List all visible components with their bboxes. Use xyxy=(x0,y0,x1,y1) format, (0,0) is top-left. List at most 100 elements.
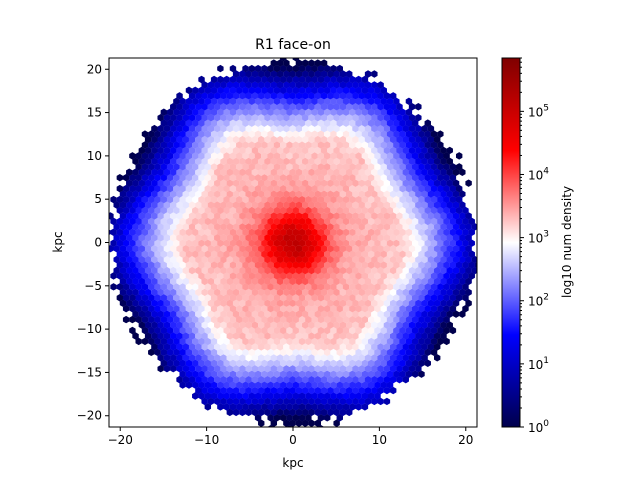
hex-bin xyxy=(405,217,413,226)
hex-bin xyxy=(116,195,124,204)
hex-bin xyxy=(154,315,161,324)
hex-bin xyxy=(355,239,362,247)
hex-bin xyxy=(355,370,362,378)
hex-bin xyxy=(368,86,375,95)
hex-bin xyxy=(144,299,152,307)
hex-bin xyxy=(430,130,438,138)
hex-bin xyxy=(342,119,350,127)
hex-bin xyxy=(251,397,259,406)
hex-bin xyxy=(188,288,196,297)
hex-bin xyxy=(317,261,325,269)
hex-bin xyxy=(201,354,208,362)
hex-bin xyxy=(415,266,422,275)
hex-bin xyxy=(160,272,168,280)
hex-bin xyxy=(437,294,444,302)
hex-bin xyxy=(226,408,234,417)
hex-bin xyxy=(449,228,457,236)
hex-bin xyxy=(374,217,381,226)
hex-bin xyxy=(327,179,334,187)
hex-bin xyxy=(408,201,416,209)
hex-bin xyxy=(361,348,369,357)
hex-bin xyxy=(368,130,375,138)
hex-bin xyxy=(405,283,413,291)
hex-bin xyxy=(342,108,350,116)
hex-bin xyxy=(374,174,381,182)
hex-bin xyxy=(220,168,227,176)
hex-bin xyxy=(380,294,387,302)
hex-bin xyxy=(405,195,413,204)
hex-bin xyxy=(352,168,359,176)
hex-bin xyxy=(236,392,243,400)
hex-bin xyxy=(446,277,453,286)
hex-bin xyxy=(320,59,328,67)
hex-bin xyxy=(122,294,130,302)
hex-bin xyxy=(402,179,409,187)
hex-bin xyxy=(119,212,127,220)
hex-bin xyxy=(386,195,394,204)
hex-bin xyxy=(217,381,224,389)
hex-bin xyxy=(276,364,284,373)
hex-bin xyxy=(361,392,369,400)
hex-bin xyxy=(333,408,340,417)
hex-bin xyxy=(261,97,268,106)
hex-bin xyxy=(129,217,136,226)
hex-bin xyxy=(239,364,246,373)
hex-bin xyxy=(405,348,413,357)
hex-bin xyxy=(317,141,325,149)
hex-bin xyxy=(399,152,406,160)
hex-bin xyxy=(298,250,306,258)
hex-bin xyxy=(226,310,234,318)
hex-bin xyxy=(352,201,359,209)
hex-bin xyxy=(418,228,425,236)
hex-bin xyxy=(242,326,249,335)
hex-bin xyxy=(402,146,409,155)
hex-bin xyxy=(254,195,262,204)
hex-bin xyxy=(195,212,202,220)
hex-bin xyxy=(267,337,274,346)
hex-bin xyxy=(151,321,158,329)
hex-bin xyxy=(204,250,212,258)
hex-bin xyxy=(173,326,180,335)
hex-bin xyxy=(402,113,409,122)
hex-bin xyxy=(129,152,136,160)
hex-bin xyxy=(393,195,400,204)
hex-bin xyxy=(342,283,350,291)
hex-bin xyxy=(242,381,249,389)
hex-bin xyxy=(242,119,249,127)
hex-bin xyxy=(308,157,315,166)
hex-bin xyxy=(390,343,397,351)
hex-bin xyxy=(330,348,337,357)
hex-bin xyxy=(308,223,315,231)
hex-bin xyxy=(421,277,428,286)
hex-bin xyxy=(176,179,183,187)
plot-area xyxy=(109,58,477,427)
hex-bin xyxy=(443,217,450,226)
hex-bin xyxy=(188,113,196,122)
hex-bin xyxy=(192,272,199,280)
hex-bin xyxy=(342,326,350,335)
hex-bin xyxy=(333,419,340,427)
hex-bin xyxy=(273,163,281,171)
hex-bin xyxy=(327,299,334,307)
hex-bin xyxy=(386,97,394,106)
hex-bin xyxy=(239,179,246,187)
hex-bin xyxy=(270,70,278,78)
hex-bin xyxy=(352,146,359,155)
hex-bin xyxy=(292,392,299,400)
hex-bin xyxy=(339,81,347,89)
hex-bin xyxy=(324,141,331,149)
hex-bin xyxy=(408,113,416,122)
hex-bin xyxy=(302,212,309,220)
hex-bin xyxy=(368,261,375,269)
hex-bin xyxy=(396,103,403,111)
hex-bin xyxy=(339,113,347,122)
hex-bin xyxy=(236,130,243,138)
hex-bin xyxy=(330,97,337,106)
hex-bin xyxy=(138,201,146,209)
hex-bin xyxy=(201,179,208,187)
hex-bin xyxy=(305,272,312,280)
hex-bin xyxy=(254,141,262,149)
hex-bin xyxy=(421,310,428,318)
hex-bin xyxy=(132,168,139,176)
hex-bin xyxy=(399,283,406,291)
